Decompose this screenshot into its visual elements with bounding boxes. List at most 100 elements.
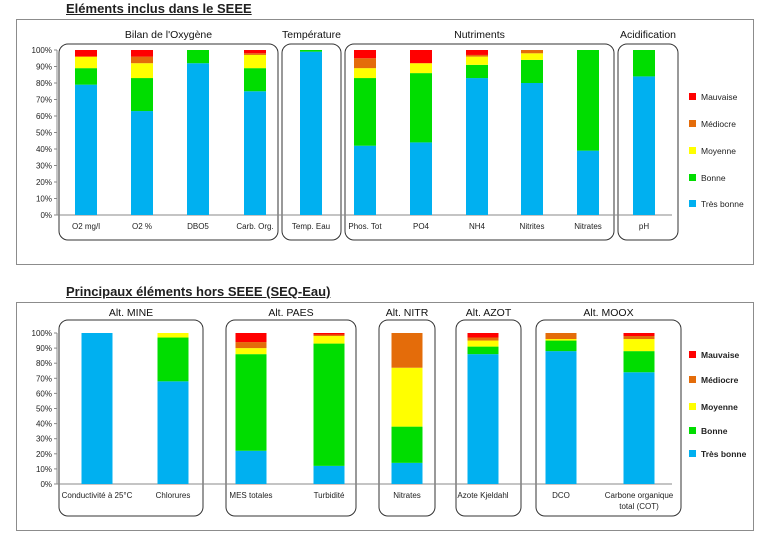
c2-bar-segment: [157, 333, 189, 338]
c2-bar-segment: [623, 372, 655, 484]
section-title-hors-seee: Principaux éléments hors SEEE (SEQ-Eau): [66, 284, 331, 299]
c2-bar-segment: [313, 333, 345, 335]
c1-y-tick-label: 60%: [36, 112, 52, 121]
c1-y-tick-label: 90%: [36, 63, 52, 72]
c2-bar-segment: [467, 346, 499, 355]
c2-category-label: MES totales: [229, 491, 272, 500]
c1-category-label: DBO5: [187, 222, 209, 231]
c1-legend-label: Mauvaise: [701, 92, 738, 102]
c1-category-label: O2 %: [132, 222, 152, 231]
c2-group-box: [535, 319, 682, 517]
c1-legend-swatch: [689, 120, 696, 127]
c1-y-tick-label: 0%: [40, 211, 52, 220]
c1-bar-segment: [354, 78, 376, 146]
c1-bar-segment: [577, 150, 599, 215]
c1-bar-segment: [244, 68, 266, 92]
c1-legend-label: Très bonne: [701, 199, 744, 209]
c1-bar-segment: [521, 50, 543, 54]
c2-bar-segment: [623, 333, 655, 337]
c1-legend-label: Médiocre: [701, 119, 736, 129]
c2-bar-segment: [313, 334, 345, 337]
c1-group-label: Température: [282, 29, 341, 41]
c2-legend-label: Médiocre: [701, 375, 739, 385]
c2-bar-segment: [623, 351, 655, 373]
c2-y-tick-label: 10%: [36, 465, 52, 474]
c2-legend-swatch: [689, 376, 696, 383]
c2-bar-segment: [467, 337, 499, 341]
c1-category-label: Carb. Org.: [236, 222, 273, 231]
c2-y-tick-label: 70%: [36, 374, 52, 383]
c1-group-label: Nutriments: [454, 29, 505, 41]
c1-bar-segment: [521, 83, 543, 215]
c1-bar-segment: [75, 68, 97, 85]
c1-bar-segment: [410, 63, 432, 74]
c1-bar-segment: [244, 50, 266, 54]
c1-legend-swatch: [689, 174, 696, 181]
c1-group-box: [58, 43, 279, 241]
c2-bar-segment: [391, 367, 423, 427]
c2-bar-segment: [313, 336, 345, 344]
c1-group-box: [617, 43, 679, 241]
c1-bar-segment: [410, 73, 432, 143]
c1-bar-segment: [354, 145, 376, 215]
c1-bar-segment: [300, 51, 322, 216]
c2-y-tick-label: 50%: [36, 405, 52, 414]
c2-y-tick-label: 80%: [36, 359, 52, 368]
c1-category-label: Phos. Tot: [348, 222, 382, 231]
c1-bar-segment: [244, 54, 266, 69]
c2-group-label: Alt. NITR: [386, 307, 429, 319]
c2-bar-segment: [545, 333, 577, 340]
c1-bar-segment: [187, 63, 209, 216]
c1-bar-segment: [633, 50, 655, 77]
c2-bar-segment: [235, 333, 267, 343]
c1-bar-segment: [466, 50, 488, 55]
c2-bar-segment: [623, 336, 655, 340]
c2-bar-segment: [623, 339, 655, 352]
c1-category-label: NH4: [469, 222, 486, 231]
c1-y-tick-label: 50%: [36, 129, 52, 138]
c1-bar-segment: [521, 53, 543, 60]
c2-bar-segment: [157, 381, 189, 484]
c1-y-tick-label: 80%: [36, 79, 52, 88]
c2-y-tick-label: 20%: [36, 450, 52, 459]
c2-group-label: Alt. PAES: [268, 307, 313, 319]
c1-bar-segment: [75, 50, 97, 57]
c2-group-label: Alt. MOOX: [583, 307, 633, 319]
c1-category-label: Nitrates: [574, 222, 602, 231]
c2-bar-segment: [235, 450, 267, 484]
c1-bar-segment: [131, 63, 153, 79]
c2-group-box: [455, 319, 522, 517]
c1-bar-segment: [187, 50, 209, 64]
c1-bar-segment: [410, 142, 432, 215]
c1-bar-segment: [466, 54, 488, 57]
c1-y-tick-label: 70%: [36, 96, 52, 105]
c1-category-label: O2 mg/l: [72, 222, 100, 231]
c2-bar-segment: [467, 333, 499, 338]
c1-category-label: Nitrites: [520, 222, 545, 231]
c1-group-box: [344, 43, 615, 241]
c1-bar-segment: [131, 56, 153, 64]
c2-group-box: [225, 319, 357, 517]
c1-bar-segment: [131, 50, 153, 57]
c1-y-tick-label: 10%: [36, 195, 52, 204]
c2-legend-label: Mauvaise: [701, 350, 740, 360]
c1-bar-segment: [354, 68, 376, 79]
c2-bar-segment: [467, 354, 499, 484]
c2-category-label: total (COT): [619, 502, 659, 511]
c2-category-label: Chlorures: [156, 491, 191, 500]
c2-legend-label: Bonne: [701, 426, 728, 436]
c2-bar-segment: [545, 340, 577, 352]
c1-bar-segment: [354, 50, 376, 59]
c1-y-tick-label: 30%: [36, 162, 52, 171]
c2-category-label: Turbidité: [314, 491, 345, 500]
c2-legend-swatch: [689, 450, 696, 457]
c1-bar-segment: [244, 53, 266, 55]
c2-category-label: Carbone organique: [605, 491, 674, 500]
c1-bar-segment: [131, 111, 153, 215]
c1-legend-label: Bonne: [701, 173, 726, 183]
c1-bar-segment: [521, 59, 543, 83]
c2-category-label: Nitrates: [393, 491, 421, 500]
c2-bar-segment: [235, 354, 267, 451]
c2-bar-segment: [313, 343, 345, 466]
